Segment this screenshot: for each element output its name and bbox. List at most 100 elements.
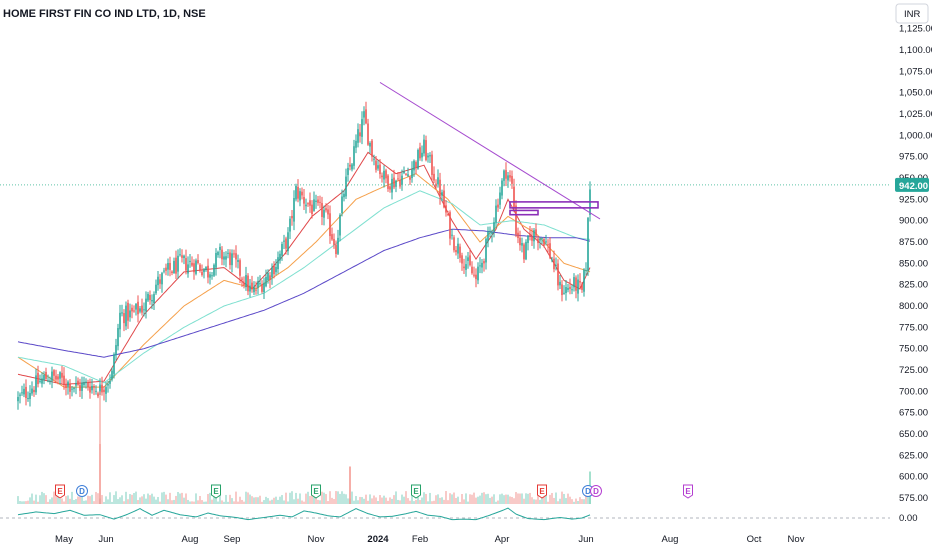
candle-body xyxy=(469,255,471,266)
volume-bar xyxy=(297,498,299,504)
volume-bar xyxy=(587,493,589,504)
candle-body xyxy=(213,264,215,276)
dividend-event-icon[interactable]: D xyxy=(76,485,88,497)
candle-body xyxy=(57,376,59,380)
volume-bar xyxy=(565,498,567,504)
candle-body xyxy=(459,246,461,258)
candle-body xyxy=(39,380,41,382)
candle-body xyxy=(489,230,491,233)
candle-body xyxy=(193,263,195,273)
time-tick-label: Feb xyxy=(412,534,428,545)
candle-body xyxy=(261,283,263,292)
candle-body xyxy=(79,384,81,391)
drawings xyxy=(0,82,890,220)
support-zone-box[interactable] xyxy=(509,209,539,216)
time-axis[interactable]: May Jun Aug Sep Nov 2024 Feb Apr Jun Aug Oct Nov xyxy=(55,534,805,545)
volume-bar xyxy=(137,500,139,504)
volume-bar xyxy=(431,501,433,504)
dividend-event-icon[interactable]: D xyxy=(590,485,602,497)
candle-body xyxy=(503,170,505,181)
volume-bar xyxy=(63,501,65,504)
candle-body xyxy=(571,289,573,291)
candle-body xyxy=(187,264,189,274)
volume-bar xyxy=(259,495,261,504)
candle-body xyxy=(409,177,411,180)
volume-bar xyxy=(23,501,25,504)
earnings-event-icon[interactable]: E xyxy=(55,484,65,499)
earnings-event-icon[interactable]: E xyxy=(683,484,693,499)
candle-body xyxy=(547,244,549,246)
candle-body xyxy=(425,140,427,161)
volume-bar xyxy=(113,495,115,504)
volume-bar xyxy=(479,495,481,504)
candle-body xyxy=(523,244,525,260)
candle-body xyxy=(255,289,257,291)
volume-bar xyxy=(419,500,421,504)
candle-body xyxy=(143,309,145,311)
volume-bar xyxy=(339,493,341,504)
candle-body xyxy=(479,265,481,267)
candle-body xyxy=(543,239,545,246)
candle-body xyxy=(115,345,117,356)
volume-bar xyxy=(33,500,35,504)
price-axis[interactable]: 1,125.00 1,100.00 1,075.00 1,050.00 1,025.00… xyxy=(899,24,932,524)
last-price-label: 942.00 xyxy=(895,177,929,192)
earnings-event-icon[interactable]: E xyxy=(537,484,547,499)
volume-bar xyxy=(575,498,577,504)
candle-body xyxy=(203,269,205,273)
candle-body xyxy=(99,384,101,395)
volume-bar xyxy=(505,494,507,504)
candle-body xyxy=(443,190,445,208)
volume-bar xyxy=(139,497,141,504)
earnings-event-icon[interactable]: E xyxy=(411,484,421,499)
price-tick-label: 825.00 xyxy=(899,280,928,291)
candle-body xyxy=(419,147,421,159)
volume-bar xyxy=(47,501,49,504)
volume-bar xyxy=(111,501,113,504)
candle-body xyxy=(377,165,379,169)
candle-body xyxy=(163,270,165,272)
candle-body xyxy=(147,293,149,301)
volume-bar xyxy=(407,498,409,504)
trendline[interactable] xyxy=(379,82,601,220)
candle-body xyxy=(573,277,575,288)
candle-body xyxy=(369,143,371,147)
candle-body xyxy=(465,264,467,270)
candle-body xyxy=(175,257,177,274)
candle-body xyxy=(133,310,135,312)
candle-body xyxy=(437,177,439,185)
candle-body xyxy=(567,287,569,290)
volume-bar xyxy=(327,501,329,504)
candle-body xyxy=(325,208,327,211)
candle-body xyxy=(477,266,479,281)
candle-body xyxy=(551,259,553,261)
candle-body xyxy=(509,175,511,178)
volume-bar xyxy=(325,494,327,504)
earnings-event-icon[interactable]: E xyxy=(211,484,221,499)
candle-body xyxy=(529,233,531,237)
candle-body xyxy=(323,209,325,218)
candle-body xyxy=(569,286,571,289)
candle-body xyxy=(313,199,315,211)
event-badge-label: D xyxy=(79,487,85,496)
candle-body xyxy=(411,168,413,179)
volume-bar xyxy=(273,497,275,504)
candle-body xyxy=(577,279,579,294)
time-tick-label: Nov xyxy=(788,534,805,545)
volume-bar xyxy=(83,500,85,504)
resistance-zone-box[interactable] xyxy=(509,201,599,209)
volume-bar xyxy=(461,494,463,504)
volume-bar xyxy=(93,501,95,504)
candle-body xyxy=(307,203,309,205)
volume-bar xyxy=(203,501,205,504)
currency-box[interactable]: INR xyxy=(895,3,929,24)
volume-spike-bar xyxy=(349,466,351,504)
candle-body xyxy=(59,372,61,379)
volume-bar xyxy=(519,493,521,504)
volume-bar xyxy=(171,500,173,504)
candle-body xyxy=(389,186,391,190)
volume-bar xyxy=(337,491,339,504)
earnings-event-icon[interactable]: E xyxy=(311,484,321,499)
candle-body xyxy=(461,255,463,264)
volume-bar xyxy=(285,492,287,504)
